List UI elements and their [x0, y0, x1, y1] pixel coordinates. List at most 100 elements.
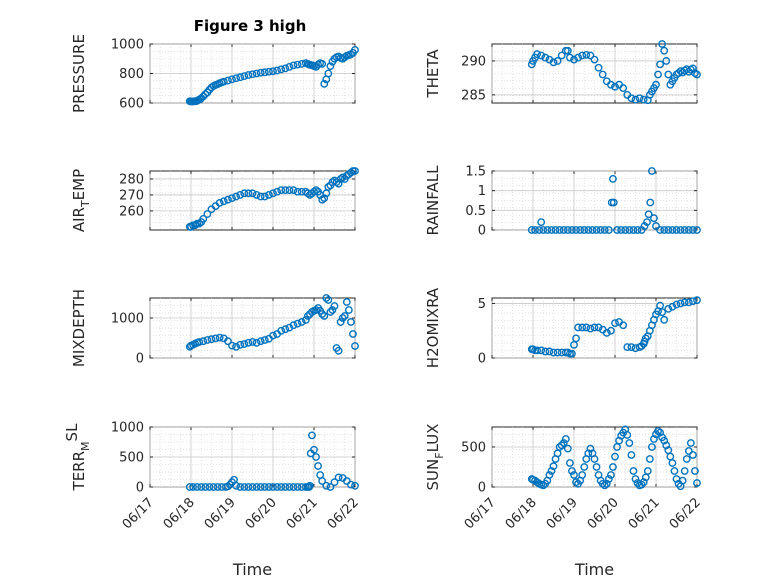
data-point	[223, 482, 232, 491]
data-point	[318, 477, 327, 485]
data-point	[598, 70, 607, 79]
data-point	[336, 175, 345, 183]
data-point	[568, 467, 576, 475]
data-point	[324, 69, 333, 78]
data-point	[281, 186, 290, 195]
data-point	[676, 226, 685, 234]
data-point	[236, 340, 245, 349]
data-point	[635, 94, 644, 103]
data-point	[285, 483, 294, 491]
data-point	[334, 179, 343, 188]
data-point	[678, 476, 687, 485]
data-point	[680, 298, 689, 307]
data-point	[555, 226, 564, 234]
data-point	[693, 70, 701, 79]
y-tick-label: 270	[119, 188, 144, 203]
data-point	[602, 329, 611, 337]
data-point	[252, 338, 261, 347]
data-point	[260, 336, 269, 344]
data-point	[607, 80, 615, 89]
data-point	[289, 186, 298, 195]
data-point	[297, 318, 306, 326]
data-point	[209, 483, 218, 491]
subplot-3: 0 1000 MIXDEPTH	[70, 289, 359, 367]
data-point	[650, 435, 658, 443]
series-markers	[185, 167, 359, 231]
data-point	[592, 226, 601, 234]
data-point	[609, 174, 617, 183]
data-point	[623, 431, 632, 439]
data-point	[643, 218, 651, 227]
data-point	[351, 481, 359, 490]
data-point	[639, 95, 648, 104]
data-point	[619, 84, 628, 92]
data-point	[627, 451, 636, 459]
data-point	[574, 323, 582, 332]
y-tick-label: 0	[478, 224, 486, 239]
data-point	[269, 67, 277, 76]
data-point	[195, 338, 204, 346]
data-point	[660, 436, 669, 445]
data-point	[563, 444, 572, 453]
data-point	[232, 342, 241, 351]
data-point	[215, 333, 224, 342]
data-point	[312, 453, 320, 461]
data-point	[541, 347, 550, 356]
data-point	[338, 173, 347, 182]
data-point	[201, 90, 210, 99]
data-point	[609, 198, 618, 207]
series-markers	[527, 167, 701, 234]
data-point	[336, 318, 345, 326]
data-point	[654, 427, 662, 435]
data-point	[689, 451, 697, 459]
y-tick-label: 1	[478, 184, 486, 199]
data-point	[604, 226, 613, 234]
x-tick-label: 06/21	[284, 495, 321, 532]
data-point	[656, 428, 664, 437]
data-point	[537, 218, 546, 227]
y-axis-label: PRESSURE	[70, 34, 88, 113]
data-point	[668, 226, 677, 234]
subplot-8: 06/17 06/18 06/19 06/20 06/21 06/22 0 500 SUNFLU…	[424, 424, 704, 579]
data-point	[228, 194, 236, 203]
data-point	[537, 51, 546, 60]
data-point	[232, 192, 241, 201]
subplot-4: 06/17 06/18 06/19 06/20 06/21 06/22 0 500 1000 TE…	[63, 421, 362, 580]
data-point	[199, 337, 208, 346]
data-point	[617, 226, 626, 234]
data-point	[672, 226, 681, 234]
data-point	[664, 305, 673, 313]
y-axis-label: H2OMIXRA	[424, 287, 442, 368]
y-tick-label: 1000	[111, 38, 144, 53]
y-axis-label: MIXDEPTH	[70, 289, 88, 367]
data-point	[303, 312, 312, 320]
data-point	[228, 341, 236, 350]
subplot-7: 0 5 H2OMIXRA	[424, 287, 701, 368]
y-axis-label: SUNFLUX	[424, 424, 446, 491]
data-point	[240, 340, 249, 348]
series-markers	[185, 431, 359, 491]
data-point	[334, 346, 343, 355]
data-point	[625, 226, 634, 234]
data-point	[643, 467, 652, 475]
data-point	[549, 348, 558, 357]
data-point	[346, 480, 355, 489]
data-point	[680, 467, 689, 475]
data-point	[293, 60, 302, 69]
data-point	[346, 168, 355, 177]
data-point	[650, 214, 658, 223]
data-point	[324, 183, 333, 191]
data-point	[662, 441, 671, 450]
data-point	[203, 210, 212, 218]
y-tick-label: 290	[461, 54, 486, 69]
data-point	[629, 226, 638, 234]
data-point	[639, 478, 648, 487]
data-point	[586, 51, 595, 60]
data-point	[281, 64, 290, 73]
data-point	[596, 226, 605, 234]
y-tick-label: 285	[461, 88, 486, 103]
data-point	[646, 198, 655, 207]
data-point	[197, 94, 206, 103]
data-point	[645, 455, 654, 463]
data-point	[203, 336, 212, 344]
